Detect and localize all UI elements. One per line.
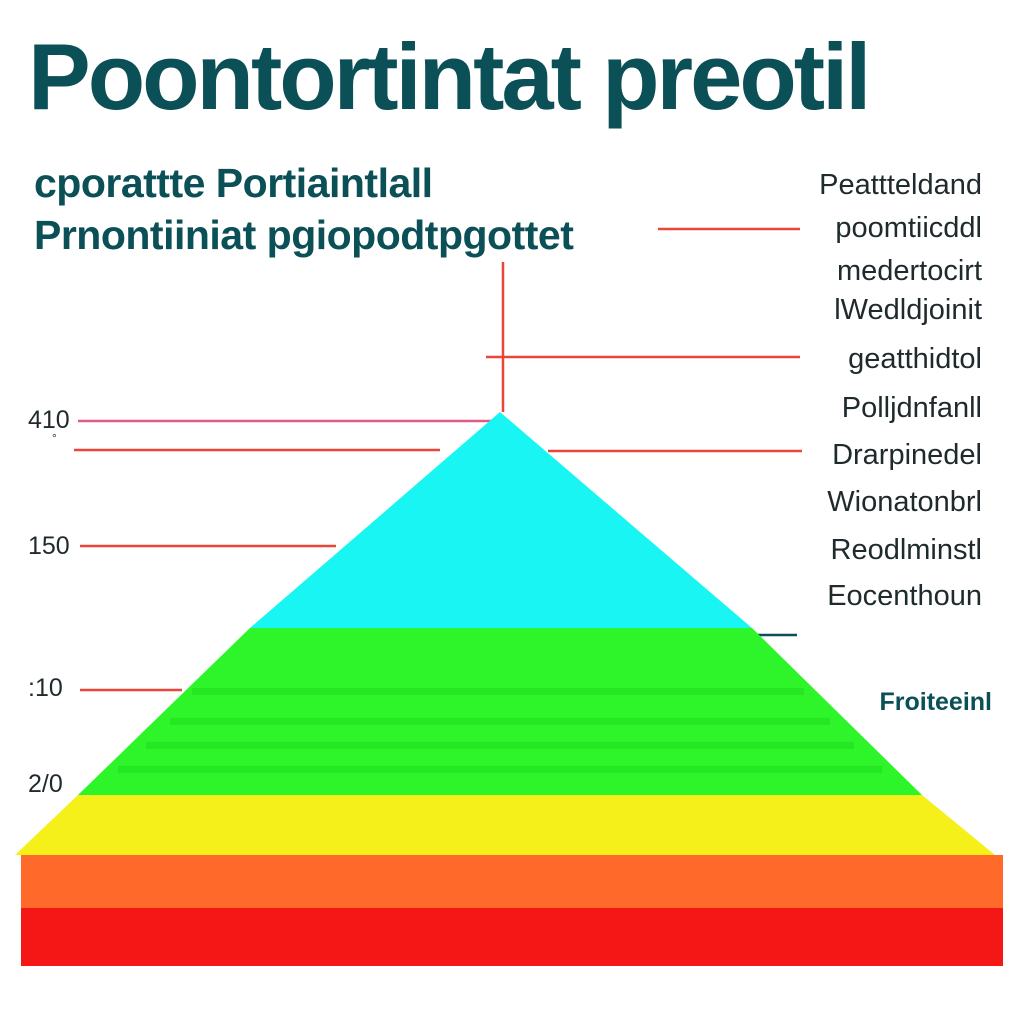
right-label-1: Peattteldand xyxy=(819,169,982,201)
diagram-title: Poontortintat preotil xyxy=(28,24,871,129)
pyramid-layer-cyan xyxy=(250,412,752,628)
pyramid-layer-red xyxy=(21,908,1003,966)
right-label-5: geatthidtol xyxy=(848,343,982,375)
green-layer-stripes xyxy=(118,688,882,773)
right-label-3: medertocirt xyxy=(836,255,982,287)
green-stripe xyxy=(170,718,830,725)
axis-label-270: 2/0 xyxy=(28,770,63,798)
pyramid-layer-orange xyxy=(21,855,1003,908)
right-label-9: Reodlminstl xyxy=(830,534,983,566)
right-label-8: Wionatonbrl xyxy=(827,486,982,518)
subtitle-line-2: Prnontiiniat pgiopodtpgottet xyxy=(34,212,574,258)
right-label-10: Eocenthoun xyxy=(827,580,982,612)
axis-label-410: 410 xyxy=(28,406,70,434)
right-label-6: Polljdnfanll xyxy=(841,392,982,424)
right-label-2: poomtiicddl xyxy=(835,212,982,244)
subtitle-line-1: cporattte Portiaintlall xyxy=(34,160,433,206)
right-label-7: Drarpinedel xyxy=(832,439,982,471)
axis-dot: ° xyxy=(52,431,57,445)
axis-label-150: 150 xyxy=(28,532,70,560)
leader-lines xyxy=(74,227,802,692)
green-stripe xyxy=(146,742,854,749)
right-label-4: lWedldjoinit xyxy=(834,294,982,326)
green-stripe xyxy=(192,688,804,695)
side-note: Froiteeinl xyxy=(879,688,992,716)
pyramid-layer-yellow xyxy=(15,795,995,855)
green-stripe xyxy=(118,766,882,773)
axis-label-10: :10 xyxy=(28,674,63,702)
pyramid-layer-green xyxy=(78,628,922,795)
